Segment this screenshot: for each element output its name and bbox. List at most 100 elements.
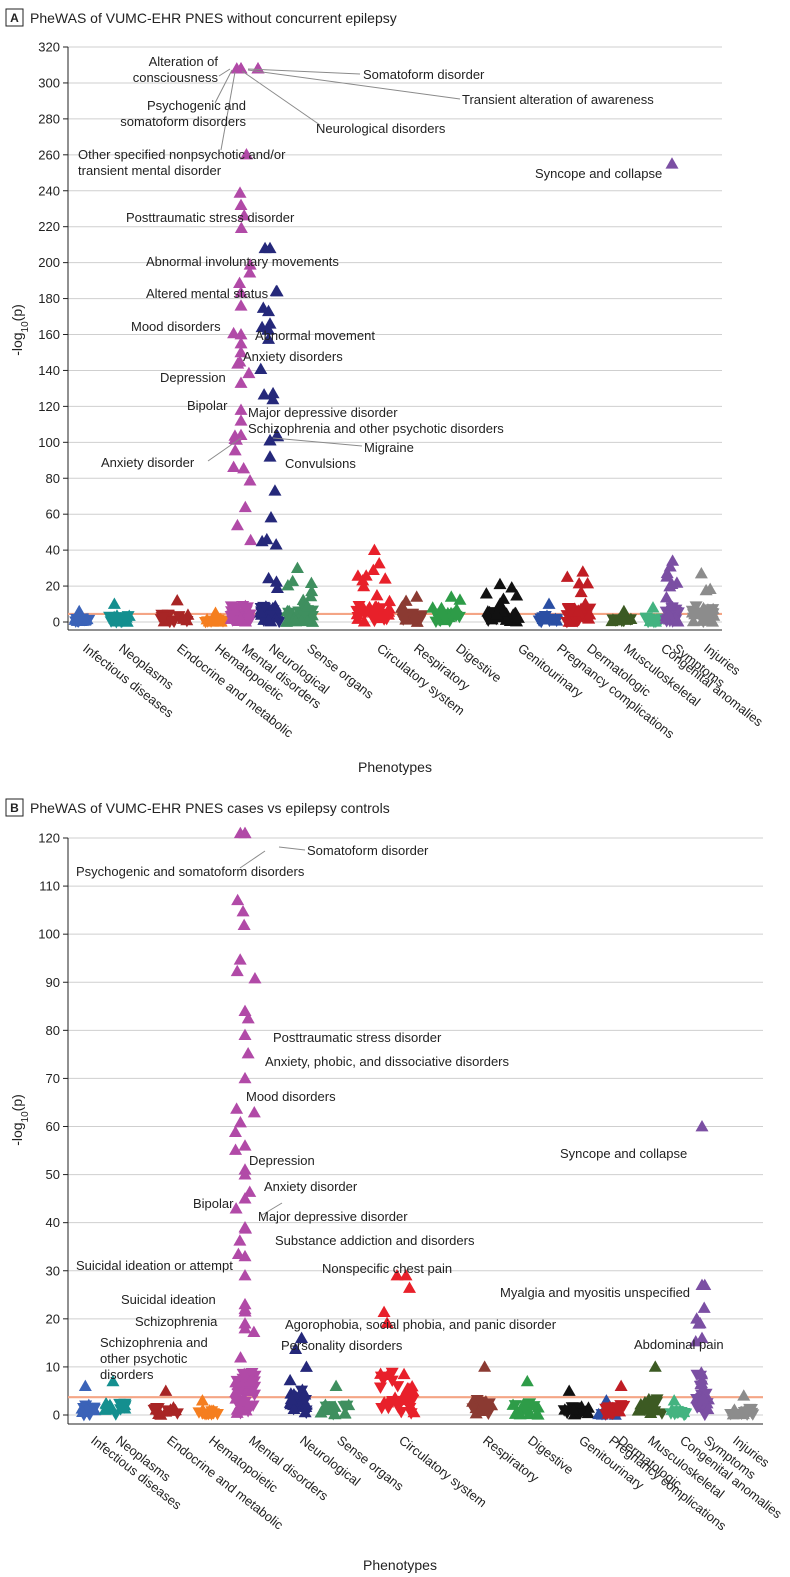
ann-a-6: Syncope and collapse: [535, 166, 662, 181]
marker-circulatory-system: [366, 563, 380, 576]
marker-symptoms: [668, 611, 682, 623]
point-psychogenic-and-somatoform-disorders: [238, 826, 252, 839]
leader-migraine: [272, 437, 363, 447]
marker-mental-disorders: [243, 266, 257, 278]
marker-dermatologic: [562, 615, 576, 627]
marker-mental-disorders: [237, 462, 251, 474]
marker-sense-organs: [342, 1398, 356, 1411]
panel-b-y-label: -log10(p): [9, 1094, 31, 1146]
point-schizophrenia-and-other-psychotic-disorders: [238, 1321, 252, 1334]
marker-injuries: [727, 1403, 741, 1415]
y-tick-label-320: 320: [38, 40, 60, 55]
marker-circulatory-system: [381, 1395, 395, 1408]
marker-neurological: [254, 606, 268, 618]
ann-a-5: Other specified nonpsychotic and/or: [78, 147, 286, 162]
marker-sense-organs: [304, 576, 318, 588]
marker-mental-disorders: [228, 1125, 242, 1137]
leader-psychogenic: [214, 69, 233, 104]
ann-a-4: Neurological disorders: [316, 121, 446, 136]
marker-symptoms: [694, 1377, 708, 1390]
marker-circulatory-system: [357, 615, 371, 627]
marker-injuries: [744, 1404, 758, 1416]
marker-neoplasms: [100, 1397, 114, 1410]
marker-infectious-diseases: [85, 1402, 99, 1414]
marker-circulatory-system: [356, 573, 370, 586]
y-tick-label-160: 160: [38, 327, 60, 342]
marker-top-infectious-diseases: [78, 1379, 92, 1392]
marker-neoplasms: [112, 613, 126, 625]
ann-b-0: Somatoform disorder: [307, 843, 429, 858]
marker-circulatory-system: [402, 1382, 416, 1394]
marker-respiratory: [482, 1398, 496, 1410]
marker-digestive: [453, 593, 467, 605]
marker-circulatory-system: [383, 594, 397, 607]
ann-b-5: Syncope and collapse: [560, 1146, 687, 1161]
marker-musculoskeletal: [631, 1404, 645, 1416]
ann-a-18: Migraine: [364, 440, 414, 455]
marker-digestive: [513, 1407, 527, 1420]
marker-injuries: [698, 605, 712, 618]
ann-a-0b: consciousness: [133, 70, 219, 85]
marker-neurological: [270, 428, 284, 441]
marker-hematopoietic: [204, 616, 218, 628]
ann-a-12: Anxiety disorders: [243, 349, 343, 364]
marker-genitourinary: [510, 589, 524, 601]
marker-mental-disorders: [234, 221, 248, 233]
marker-mental-disorders: [233, 186, 247, 198]
marker-hematopoietic: [192, 1407, 206, 1419]
ann-a-3: Psychogenic and: [147, 98, 246, 113]
point-anxiety-phobic-and-dissociative-disorders: [238, 1028, 252, 1041]
ann-b-9: Major depressive disorder: [258, 1209, 408, 1224]
leader-b-psychogenic: [239, 850, 266, 869]
y-tick-label-280: 280: [38, 111, 60, 126]
marker-mental-disorders: [243, 474, 257, 486]
panel-a-annotations: Alteration of consciousness Somatoform d…: [78, 54, 662, 471]
marker-mental-disorders: [239, 148, 253, 160]
marker-mental-disorders: [239, 1404, 253, 1416]
panel-b-title: PheWAS of VUMC-EHR PNES cases vs epileps…: [30, 800, 390, 816]
panel-b-annotations: Somatoform disorder Psychogenic and soma…: [76, 843, 724, 1382]
marker-symptoms: [696, 1392, 710, 1404]
marker-neurological: [270, 581, 284, 594]
marker-respiratory: [408, 610, 422, 622]
marker-neurological: [299, 1360, 313, 1372]
point-major-depressive-disorder: [238, 1192, 252, 1204]
marker-mental-disorders: [233, 1115, 247, 1128]
marker-mental-disorders: [233, 953, 247, 965]
point-abnormal-movement: [263, 317, 277, 329]
y-tick-label-60: 60: [46, 1119, 60, 1134]
ann-a-10: Mood disorders: [131, 319, 221, 334]
marker-top-genitourinary: [562, 1384, 576, 1396]
ann-b-8: Bipolar: [193, 1196, 234, 1211]
marker-top-symptoms: [666, 554, 680, 566]
panel-a-letter-box: [5, 8, 24, 27]
marker-infectious-diseases: [78, 613, 92, 626]
leader-b-somatoform: [278, 846, 306, 851]
marker-injuries: [704, 613, 718, 625]
point-abnormal-involuntary-movements: [263, 241, 277, 254]
marker-endocrine-and-metabolic: [147, 1404, 161, 1417]
panel-a-leader-lines: [207, 68, 461, 462]
ann-a-11: Abnormal movement: [255, 328, 375, 343]
marker-circulatory-system: [401, 1393, 415, 1406]
marker-top-musculoskeletal: [617, 604, 631, 617]
ann-b-11: Suicidal ideation or attempt: [76, 1258, 233, 1273]
marker-symptoms: [701, 1402, 715, 1415]
point-myalgia-and-myositis-unspecified: [695, 1278, 709, 1291]
marker-top-digestive: [444, 590, 458, 602]
marker-symptoms: [690, 1402, 704, 1414]
marker-sense-organs: [282, 608, 296, 620]
marker-mental-disorders: [248, 972, 262, 984]
marker-circulatory-system: [374, 1367, 388, 1379]
y-tick-label-60: 60: [46, 507, 60, 522]
marker-neurological: [269, 575, 283, 587]
ann-a-2: Transient alteration of awareness: [462, 92, 654, 107]
marker-mental-disorders: [228, 443, 242, 456]
point-altered-mental-status: [234, 299, 248, 311]
point-nonspecific-chest-pain: [390, 1269, 404, 1281]
y-tick-label-100: 100: [38, 435, 60, 450]
marker-circulatory-system: [378, 572, 392, 584]
marker-respiratory: [466, 1403, 480, 1415]
marker-musculoskeletal: [655, 1408, 669, 1420]
marker-mental-disorders: [227, 460, 241, 472]
